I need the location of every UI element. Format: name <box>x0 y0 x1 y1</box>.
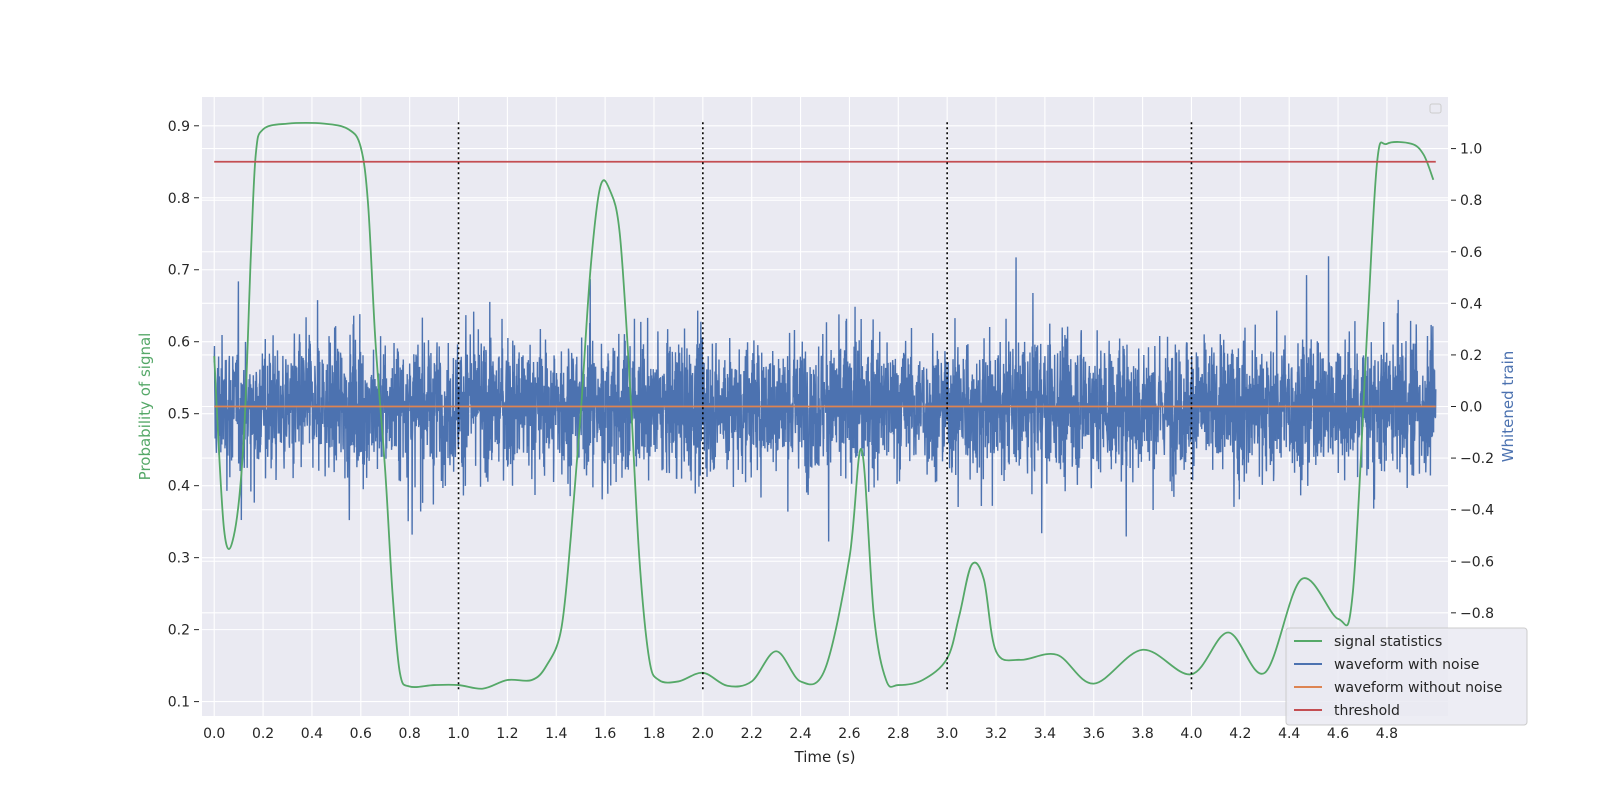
y-tick-label-left: 0.2 <box>168 623 190 639</box>
y-tick-label-left: 0.5 <box>168 407 190 423</box>
series-signal-statistics <box>213 122 1435 690</box>
x-tick-label: 0.2 <box>252 726 274 742</box>
legend-label: signal statistics <box>1334 634 1442 650</box>
y-tick-label-right: 0.2 <box>1460 348 1482 364</box>
x-tick-label: 4.6 <box>1327 726 1349 742</box>
x-tick-label: 2.4 <box>789 726 811 742</box>
series-waveform-with-noise <box>213 256 1437 542</box>
x-tick-label: 1.2 <box>496 726 518 742</box>
x-tick-label: 0.0 <box>203 726 225 742</box>
y-tick-label-right: −0.8 <box>1460 606 1494 622</box>
x-tick-label: 4.8 <box>1376 726 1398 742</box>
x-tick-label: 4.0 <box>1180 726 1202 742</box>
legend-box <box>1285 627 1528 726</box>
series-layer <box>213 122 1437 690</box>
x-tick-label: 3.0 <box>936 726 958 742</box>
y-tick-label-left: 0.9 <box>168 119 190 135</box>
x-tick-label: 1.0 <box>447 726 469 742</box>
x-tick-label: 4.4 <box>1278 726 1300 742</box>
tick-labels: 0.0 0.2 0.4 0.6 0.8 1.0 1.2 1.4 1.6 1.8 2.0 2.2 2.4 2… <box>168 119 1494 742</box>
y-tick-label-right: −0.4 <box>1460 503 1494 519</box>
y-tick-label-left: 0.1 <box>168 695 190 711</box>
x-tick-label: 1.4 <box>545 726 567 742</box>
x-tick-label: 0.4 <box>301 726 323 742</box>
legend-label: waveform with noise <box>1334 657 1479 673</box>
x-tick-label: 1.8 <box>643 726 665 742</box>
y-tick-label-right: 0.4 <box>1460 296 1482 312</box>
x-tick-label: 2.0 <box>692 726 714 742</box>
y-tick-label-left: 0.8 <box>168 191 190 207</box>
y-tick-label-right: 0.6 <box>1460 245 1482 261</box>
legend: signal statistics waveform with noise wave… <box>1285 627 1528 726</box>
x-tick-label: 2.6 <box>838 726 860 742</box>
y-tick-label-left: 0.6 <box>168 335 190 351</box>
y-tick-label-right: 0.8 <box>1460 193 1482 209</box>
x-tick-label: 2.2 <box>741 726 763 742</box>
x-tick-label: 0.6 <box>350 726 372 742</box>
y-tick-label-left: 0.3 <box>168 551 190 567</box>
y-axis-label-left: Probability of signal <box>136 333 154 481</box>
y-tick-label-right: −0.6 <box>1460 554 1494 570</box>
x-tick-label: 3.8 <box>1131 726 1153 742</box>
x-tick-label: 2.8 <box>887 726 909 742</box>
y-axis-label-right: Whitened train <box>1499 351 1517 463</box>
y-tick-label-right: 0.0 <box>1460 400 1482 416</box>
x-tick-label: 1.6 <box>594 726 616 742</box>
x-tick-label: 3.4 <box>1034 726 1056 742</box>
legend-label: threshold <box>1334 703 1400 719</box>
x-tick-label: 3.6 <box>1083 726 1105 742</box>
legend-label: waveform without noise <box>1334 680 1502 696</box>
empty-legend-box <box>1429 103 1442 114</box>
y-tick-label-left: 0.4 <box>168 479 190 495</box>
x-tick-label: 4.2 <box>1229 726 1251 742</box>
x-tick-label: 0.8 <box>399 726 421 742</box>
y-tick-label-right: −0.2 <box>1460 451 1494 467</box>
y-tick-label-right: 1.0 <box>1460 142 1482 158</box>
y-tick-label-left: 0.7 <box>168 263 190 279</box>
x-tick-label: 3.2 <box>985 726 1007 742</box>
x-axis-label: Time (s) <box>794 748 856 766</box>
